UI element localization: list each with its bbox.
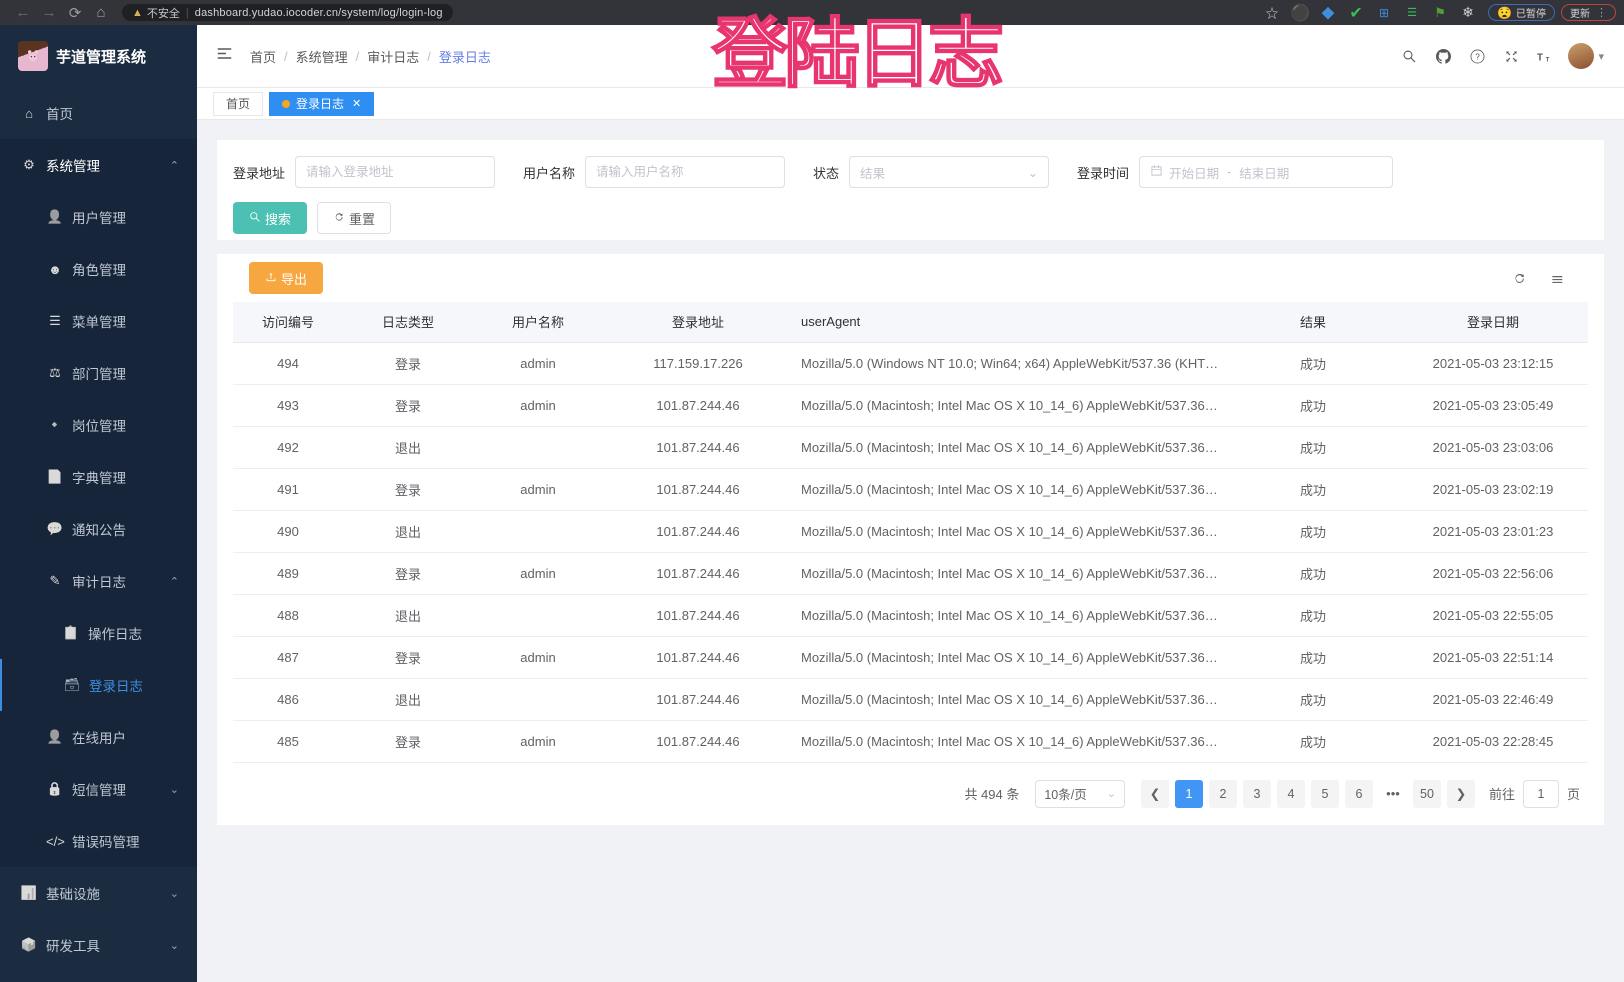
svg-text:?: ? bbox=[1475, 52, 1480, 61]
svg-text:T: T bbox=[1537, 52, 1543, 63]
svg-text:T: T bbox=[1546, 57, 1550, 63]
